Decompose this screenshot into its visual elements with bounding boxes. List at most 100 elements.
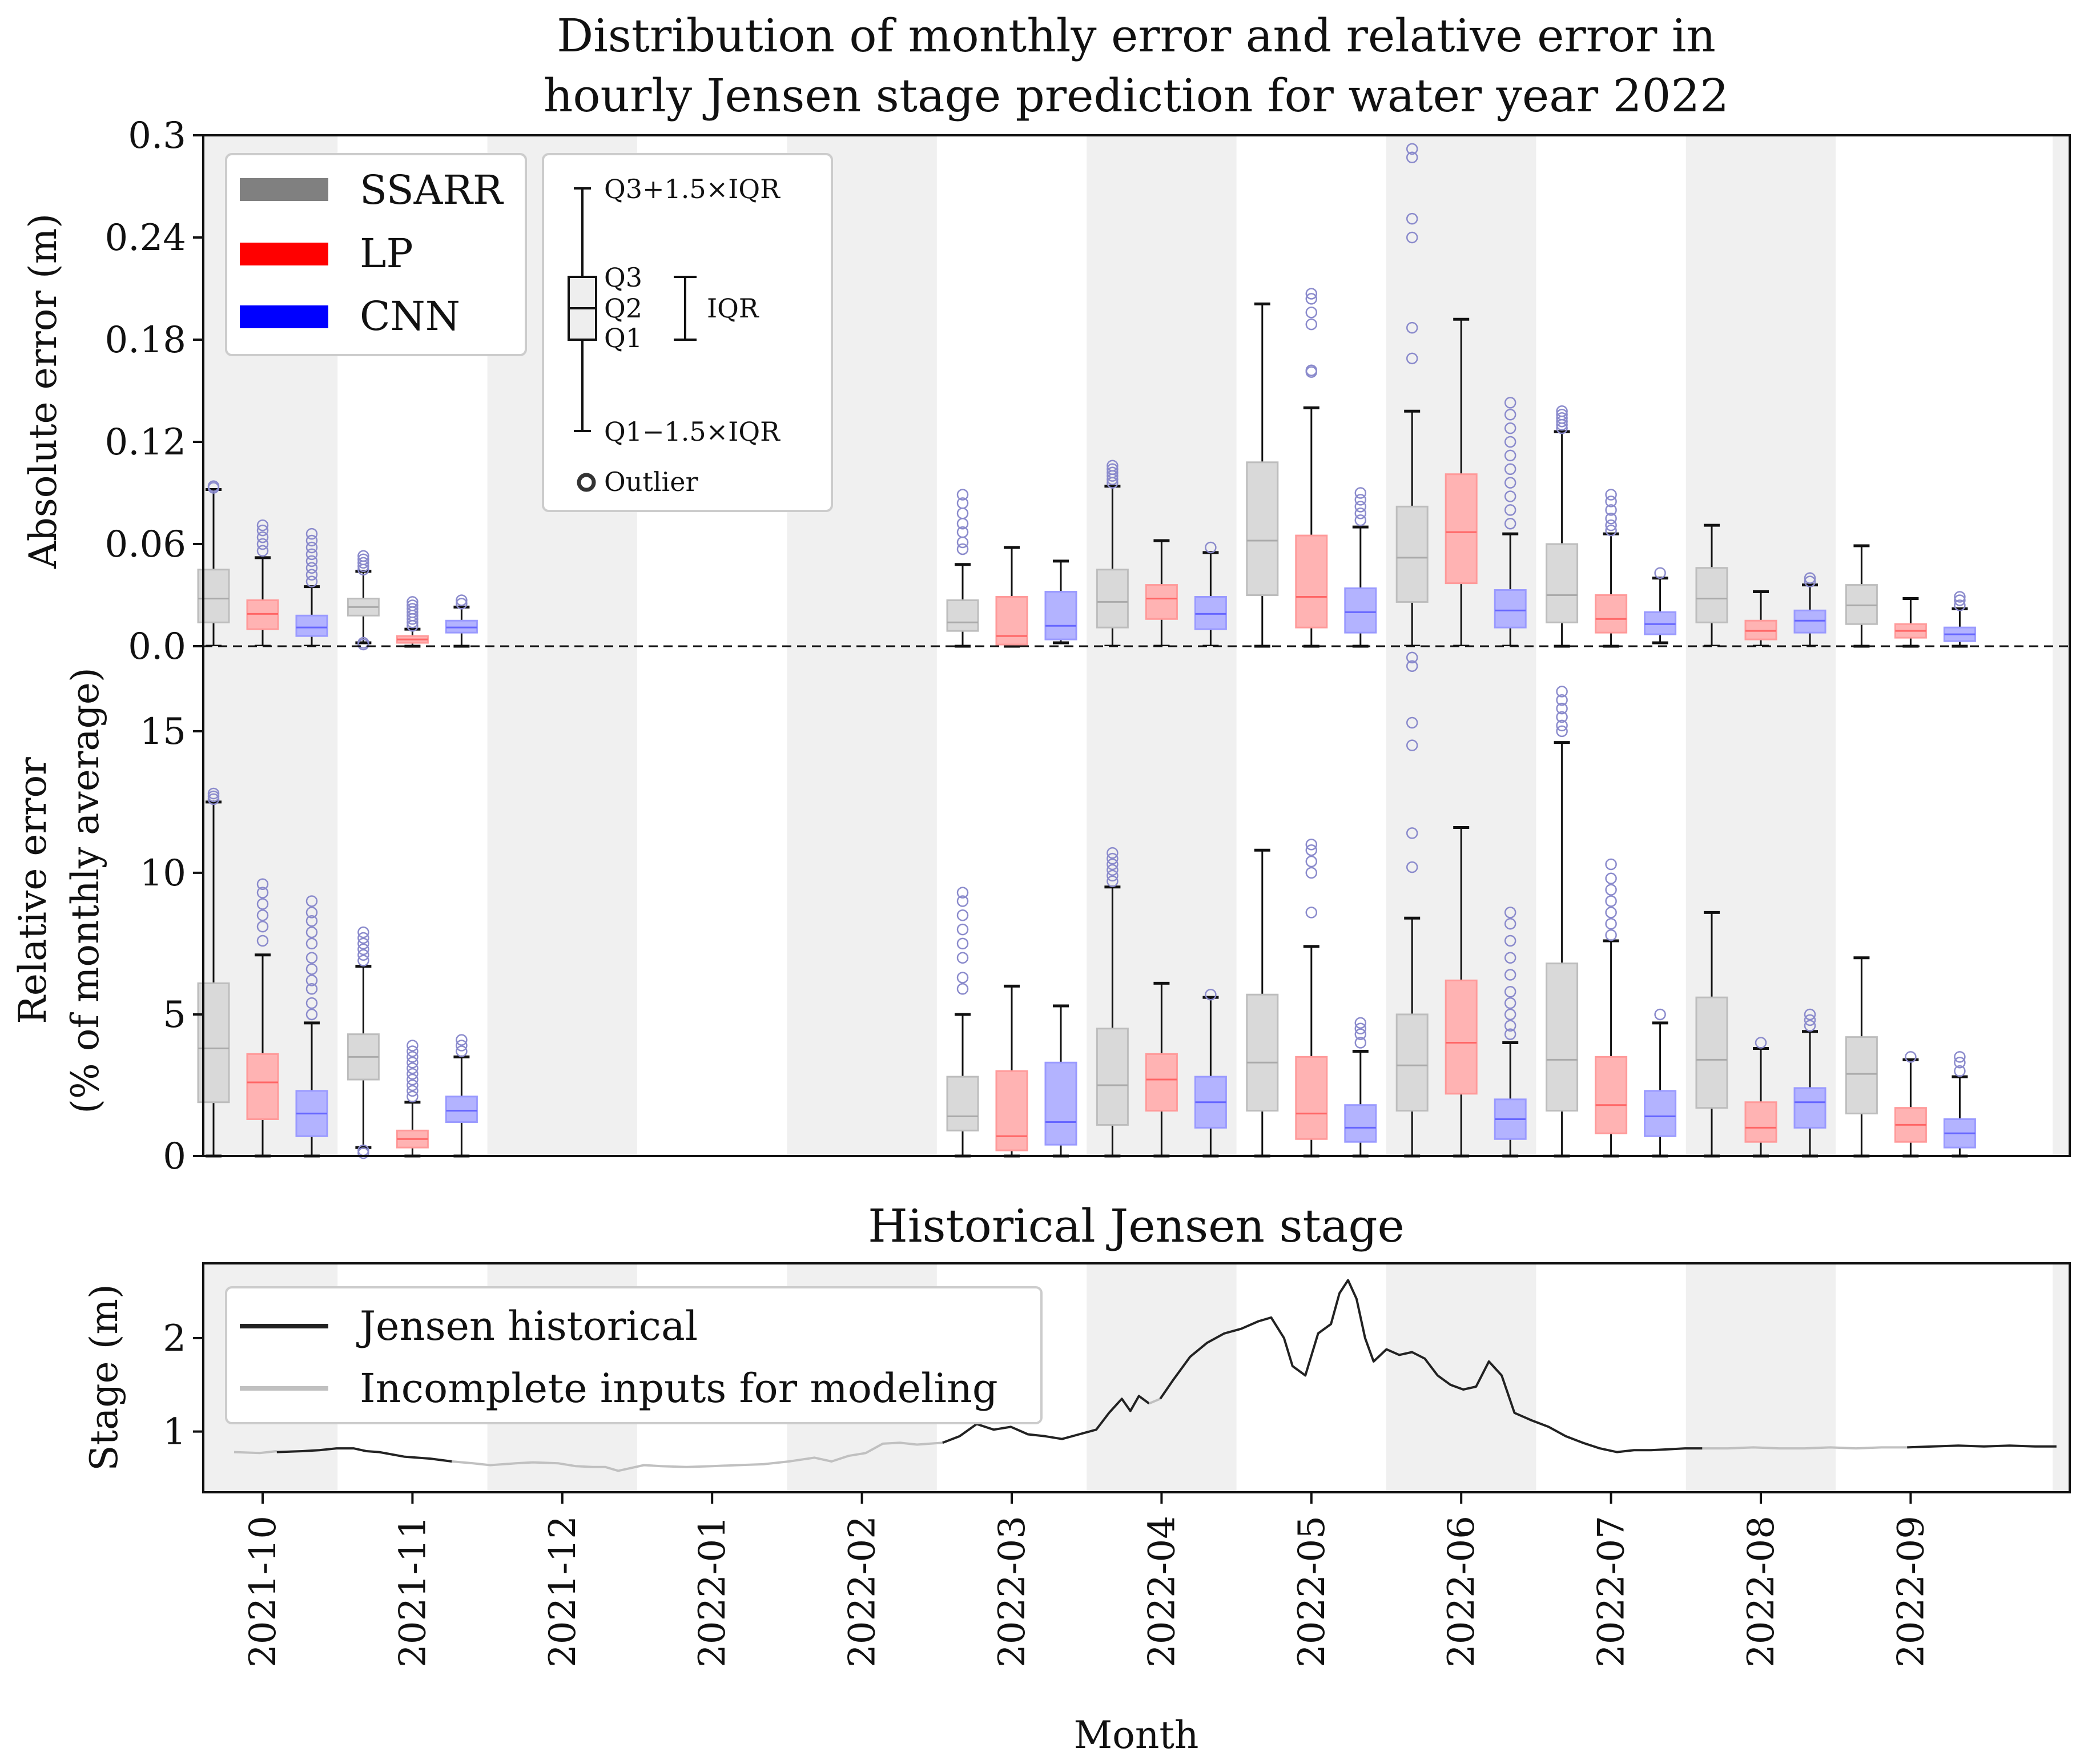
outlier-point <box>1605 489 1617 501</box>
outlier-point <box>357 949 369 961</box>
box-relative_error-ssarr-2021-11 <box>347 926 380 1159</box>
outlier-point <box>1804 1014 1816 1026</box>
boxplot-guide-frame <box>542 153 833 512</box>
shaded-band-relative_error-edge <box>2053 646 2070 1156</box>
box-absolute_error-cnn-2022-05 <box>1344 487 1377 648</box>
outlier-point <box>305 926 318 939</box>
absolute-ytick-label: 0.0 <box>128 626 186 668</box>
month-tick-label-2021-12: 2021-12 <box>542 1516 584 1668</box>
box-iqr <box>1145 584 1178 620</box>
box-iqr <box>1546 543 1579 623</box>
outlier-point <box>256 887 269 899</box>
box-iqr <box>246 1053 279 1121</box>
box-relative_error-lp-2022-05 <box>1295 839 1328 1158</box>
month-tick-label-2022-01: 2022-01 <box>691 1516 734 1668</box>
outlier-point <box>1354 1028 1367 1040</box>
box-absolute_error-cnn-2022-03 <box>1044 559 1077 645</box>
outlier-point <box>956 972 969 984</box>
box-iqr <box>1344 1104 1377 1143</box>
stage-ytick-label: 2 <box>163 1318 186 1360</box>
outlier-point <box>407 1090 419 1103</box>
box-relative_error-cnn-2022-08 <box>1793 1008 1827 1158</box>
outlier-point <box>256 920 269 933</box>
outlier-point <box>1804 575 1816 587</box>
outlier-point <box>1954 591 1966 603</box>
outlier-point <box>1504 504 1516 516</box>
outlier-point <box>1406 151 1418 164</box>
guide-upper-label: Q3+1.5×IQR <box>604 174 781 204</box>
guide-iqr-label: IQR <box>707 293 759 324</box>
outlier-point <box>407 596 419 608</box>
outlier-point <box>256 898 269 910</box>
stage-legend-historical-label: Jensen historical <box>356 1303 698 1350</box>
outlier-point <box>1605 519 1617 531</box>
outlier-point <box>956 887 969 899</box>
box-iqr <box>1395 1013 1429 1112</box>
box-iqr <box>1295 534 1328 629</box>
box-iqr <box>1595 1056 1628 1134</box>
outlier-point <box>1354 1022 1367 1034</box>
outlier-point <box>1107 466 1119 478</box>
box-absolute_error-lp-2022-09 <box>1894 597 1927 648</box>
relative-error-panel: 0 5 10 15 <box>140 646 2070 1178</box>
stage-line-incomplete-4 <box>1148 1397 1161 1405</box>
outlier-point <box>1504 1028 1516 1040</box>
guide-q1-label: Q1 <box>604 323 642 353</box>
outlier-point <box>407 1045 419 1057</box>
outlier-point <box>1504 422 1516 434</box>
outlier-point <box>1504 907 1516 919</box>
shaded-band-relative_error-2021-12 <box>487 646 637 1156</box>
stage-line-historical-1 <box>276 1447 452 1463</box>
outlier-point <box>1954 1057 1966 1069</box>
month-tick-label-2022-09: 2022-09 <box>1890 1516 1932 1668</box>
outlier-point <box>1556 412 1568 424</box>
outlier-point <box>1406 827 1418 839</box>
outlier-point <box>1504 397 1516 409</box>
shaded-band-historical_stage-edge <box>2053 1263 2070 1492</box>
box-iqr <box>1096 1028 1129 1126</box>
guide-q2-label: Q2 <box>604 293 642 324</box>
stage-line-historical-7 <box>1907 1444 2057 1449</box>
outlier-point <box>1504 409 1516 421</box>
box-absolute_error-ssarr-2022-05 <box>1246 302 1279 648</box>
guide-outlier-marker <box>577 473 596 492</box>
box-iqr <box>1044 591 1077 641</box>
outlier-point <box>1605 524 1617 537</box>
outlier-point <box>1605 907 1617 919</box>
outlier-point <box>1905 1051 1917 1063</box>
box-absolute_error-cnn-2022-06 <box>1494 397 1527 648</box>
outlier-point <box>256 909 269 921</box>
box-iqr <box>1295 1056 1328 1140</box>
stage-legend-frame <box>225 1286 1043 1424</box>
box-relative_error-cnn-2022-03 <box>1044 1004 1077 1158</box>
stage-line-historical-5 <box>1159 1279 1703 1453</box>
box-absolute_error-lp-2022-06 <box>1445 317 1478 648</box>
legend-swatch-cnn <box>240 305 328 328</box>
legend-label-ssarr: SSARR <box>360 167 504 214</box>
outlier-point <box>1504 986 1516 998</box>
outlier-point <box>305 1008 318 1021</box>
outlier-point <box>1605 504 1617 516</box>
outlier-point <box>456 598 468 610</box>
outlier-point <box>305 915 318 927</box>
guide-lower-label: Q1−1.5×IQR <box>604 416 781 447</box>
outlier-point <box>1305 288 1318 300</box>
outlier-point <box>1605 513 1617 525</box>
outlier-point <box>305 952 318 964</box>
box-relative_error-lp-2022-08 <box>1744 1037 1777 1158</box>
box-iqr <box>1744 1101 1777 1143</box>
outlier-point <box>1406 739 1418 751</box>
outlier-point <box>357 637 369 649</box>
outlier-point <box>1305 907 1318 919</box>
outlier-point <box>305 527 318 540</box>
box-absolute_error-lp-2022-05 <box>1295 288 1328 648</box>
box-iqr <box>445 1096 478 1123</box>
box-relative_error-cnn-2022-07 <box>1644 1008 1677 1158</box>
outlier-point <box>1556 694 1568 706</box>
outlier-point <box>407 1040 419 1052</box>
outlier-point <box>1605 895 1617 907</box>
outlier-point <box>1305 318 1318 331</box>
box-absolute_error-cnn-2022-08 <box>1793 572 1827 648</box>
box-iqr <box>1044 1061 1077 1146</box>
